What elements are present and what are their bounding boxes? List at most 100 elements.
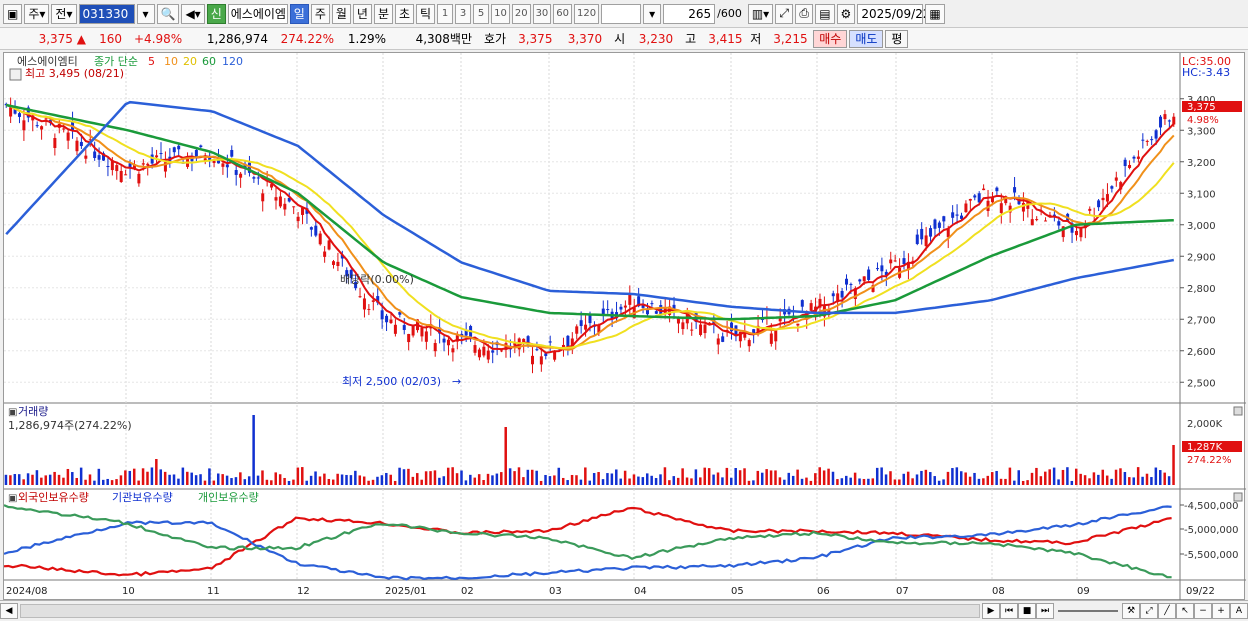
candle-body [402, 325, 406, 330]
holding-collapse-icon[interactable]: ▣ [8, 493, 17, 504]
period-year[interactable]: 년 [352, 3, 372, 24]
interval-1[interactable]: 1 [437, 3, 454, 24]
font-size-icon[interactable]: A [1230, 603, 1248, 619]
volume-bar [190, 472, 193, 485]
volume-close-icon[interactable] [1233, 406, 1243, 416]
scroll-bar[interactable]: ◀ ▶ ⏮ ■ ⏭ ⚒ ⤢ ╱ ↖ − + A [0, 600, 1248, 621]
volume-bar [504, 427, 507, 485]
draw-icon[interactable]: ⤢ [775, 3, 794, 24]
interval-60[interactable]: 60 [553, 3, 573, 24]
stop-icon[interactable]: ■ [1018, 603, 1036, 619]
volume-bar [685, 477, 689, 485]
scroll-track[interactable] [20, 604, 980, 618]
volume-bar [1172, 445, 1175, 485]
volume-collapse-icon[interactable]: ▣ [8, 407, 17, 418]
market-select[interactable]: 주 ▾ [24, 3, 50, 24]
volume-bar [1052, 467, 1056, 485]
interval-5[interactable]: 5 [473, 3, 490, 24]
candle-body [327, 240, 331, 250]
gear-icon[interactable]: ⚙ [836, 3, 856, 24]
interval-30[interactable]: 30 [532, 3, 552, 24]
tools-icon[interactable]: ⚒ [1122, 603, 1140, 619]
holding-lines-group [3, 504, 1172, 581]
period-minute[interactable]: 분 [373, 3, 393, 24]
volume-bar [734, 468, 737, 485]
sell-button[interactable]: 매도 [849, 29, 884, 48]
volume-bar [274, 472, 277, 485]
volume-bar [349, 475, 353, 485]
volume-value: 1,286,974 [206, 31, 268, 46]
line-tool-icon[interactable]: ╱ [1158, 603, 1176, 619]
holding-close-icon[interactable] [1233, 492, 1243, 502]
volume-bar [84, 479, 87, 485]
interval-dropdown-icon[interactable]: ▾ [643, 3, 662, 24]
buy-button[interactable]: 매수 [813, 29, 848, 48]
calendar-small-icon[interactable] [9, 68, 22, 81]
eval-button[interactable]: 평 [885, 29, 909, 48]
volume-bar [168, 474, 171, 485]
period-second[interactable]: 초 [395, 3, 415, 24]
interval-3[interactable]: 3 [455, 3, 472, 24]
code-input[interactable]: 031330 [78, 3, 135, 24]
volume-bar [619, 478, 622, 485]
count-input[interactable]: 265 [663, 3, 716, 24]
volume-bar [53, 471, 56, 485]
candle-body [778, 317, 782, 322]
volume-bar [407, 468, 410, 485]
scroll-right-icon[interactable]: ▶ [982, 603, 1000, 619]
cursor-icon[interactable]: ↖ [1176, 603, 1194, 619]
calendar-icon[interactable]: ▦ [925, 3, 945, 24]
candle-body [110, 160, 114, 171]
interval-custom-input[interactable] [601, 3, 642, 24]
zoom-in-icon[interactable]: + [1212, 603, 1230, 619]
period-tick[interactable]: 틱 [416, 3, 436, 24]
volume-bar [539, 480, 543, 485]
candle-body [836, 293, 840, 303]
window-icon[interactable]: ▣ [3, 3, 23, 24]
candle-body [1021, 202, 1025, 212]
volume-bar [216, 473, 220, 485]
candle-body [455, 335, 459, 342]
interval-10[interactable]: 10 [491, 3, 510, 24]
candle-body [1128, 164, 1132, 168]
code-dropdown-icon[interactable]: ▾ [136, 3, 155, 24]
interval-120[interactable]: 120 [574, 3, 600, 24]
search-icon[interactable]: 🔍 [156, 3, 180, 24]
scroll-left-icon[interactable]: ◀ [0, 603, 18, 619]
candle-body [194, 149, 198, 158]
chart-svg[interactable]: 3,400 3,300 3,200 3,100 3,000 2,900 2,800 2,700… [3, 53, 1246, 601]
volume-bar [513, 471, 516, 485]
candle-body [137, 173, 141, 184]
candle-body [1101, 197, 1105, 201]
candle-body [707, 322, 711, 325]
sell-label: 매도 [855, 32, 878, 46]
candle-body [1110, 186, 1114, 189]
period-day[interactable]: 일 [289, 3, 309, 24]
volume-bar [968, 476, 972, 485]
candle-body [22, 120, 26, 131]
fit-icon[interactable]: ⤢ [1140, 603, 1158, 619]
period-week[interactable]: 주 [310, 3, 330, 24]
volume-bar [398, 467, 401, 485]
chart-area[interactable]: 3,400 3,300 3,200 3,100 3,000 2,900 2,800 2,700… [3, 52, 1246, 601]
interval-20[interactable]: 20 [511, 3, 531, 24]
print-icon[interactable]: ⎙ [795, 3, 814, 24]
individual-holding-line [3, 504, 1172, 579]
chart-type-icon[interactable]: ▥▾ [747, 3, 774, 24]
last-icon[interactable]: ⏭ [1036, 603, 1054, 619]
zoom-slider[interactable] [1058, 610, 1118, 612]
candle-body [738, 331, 742, 342]
zoom-out-icon[interactable]: − [1194, 603, 1212, 619]
date-input[interactable]: 2025/09/22 [857, 3, 930, 24]
volume-bar [650, 475, 653, 485]
prev-button[interactable]: 전 ▾ [51, 3, 77, 24]
candle-body [1083, 223, 1087, 229]
first-icon[interactable]: ⏮ [1000, 603, 1018, 619]
period-month[interactable]: 월 [331, 3, 351, 24]
volume-bar [796, 469, 799, 485]
speaker-icon[interactable]: ◀▾ [181, 3, 205, 24]
candle-body [17, 113, 21, 117]
save-icon[interactable]: ▤ [815, 3, 835, 24]
volume-bar [535, 470, 538, 485]
volume-bar [26, 473, 30, 485]
